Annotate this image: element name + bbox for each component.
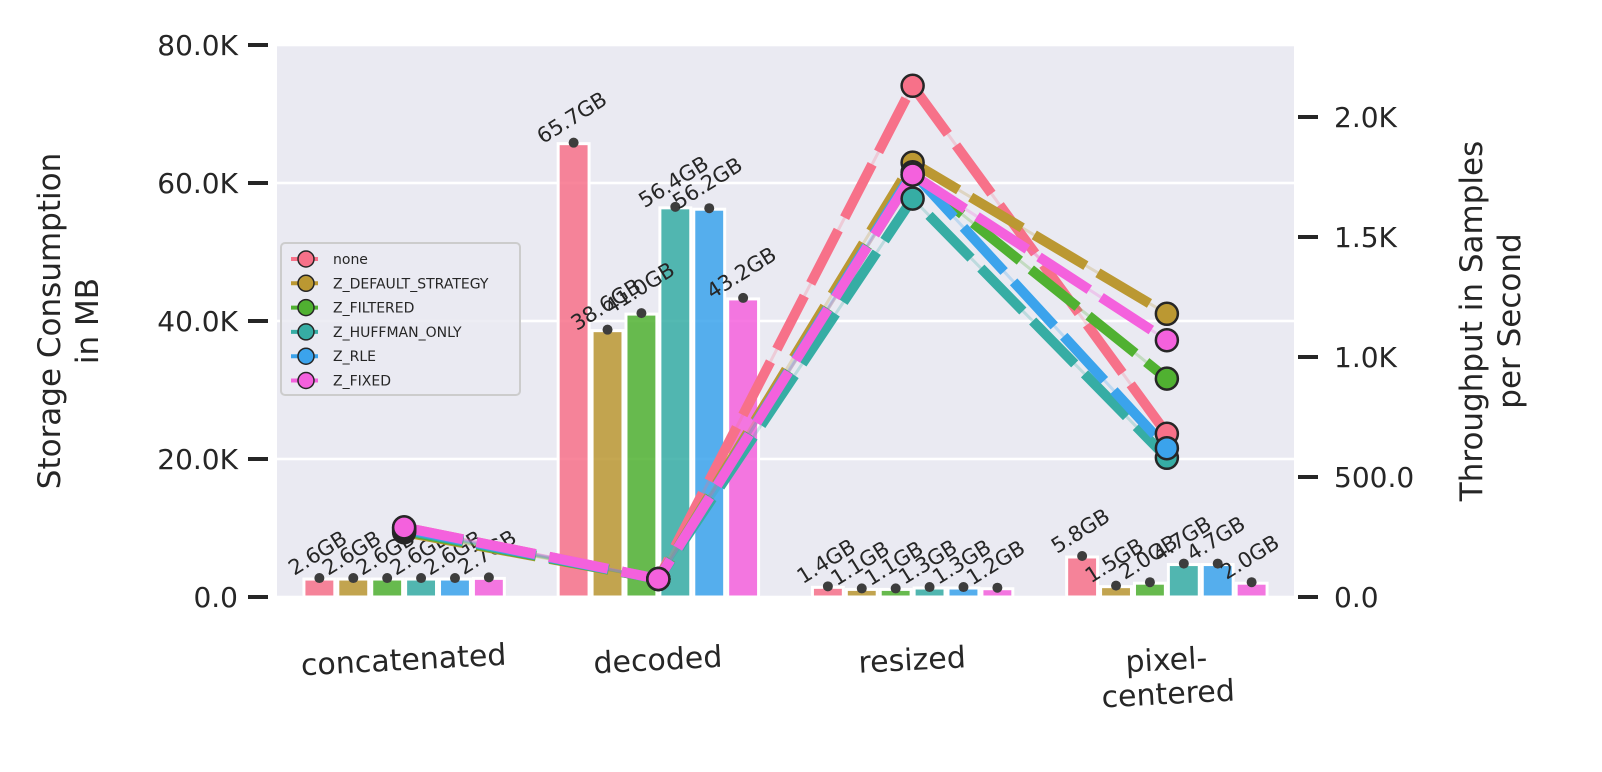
y-axis-label-line-0: Storage Consumption: [32, 153, 68, 489]
bar-errdot-1-2: [856, 583, 867, 594]
bar-errdot-3-3: [1178, 558, 1189, 569]
bar-errdot-4-1: [704, 203, 715, 214]
throughput-point-2-3: [1154, 366, 1180, 391]
bar-0-1: [556, 142, 591, 599]
bar-errdot-2-0: [382, 573, 393, 584]
legend-marker-0: [297, 250, 315, 268]
y2-tick-label-1: 500.0: [1334, 461, 1414, 494]
legend-marker-3: [297, 323, 315, 341]
x-tick-label-0-line-0: concatenated: [300, 638, 507, 684]
y2-axis-label-line-0: Throughput in Samples: [1454, 141, 1490, 502]
bar-errdot-5-3: [1246, 577, 1257, 588]
bar-errdot-0-0: [314, 573, 325, 584]
y-tick-label-0: 0.0: [193, 581, 238, 614]
bar-errdot-5-2: [992, 582, 1003, 593]
legend-marker-4: [297, 347, 315, 365]
throughput-point-5-1: [646, 566, 671, 592]
bar-errdot-4-2: [958, 582, 969, 593]
y-axis-label-line-1: in MB: [70, 278, 106, 364]
legend-label-1: Z_DEFAULT_STRATEGY: [333, 276, 489, 292]
y-tick-label-1: 20.0K: [157, 443, 238, 476]
throughput-point-3-2: [900, 186, 925, 211]
legend-label-4: Z_RLE: [333, 349, 376, 365]
x-tick-label-3-line-0: pixel-: [1125, 641, 1209, 680]
throughput-line-5: [403, 167, 1170, 585]
bar-1-1: [590, 329, 625, 599]
y2-tick-label-3: 1.5K: [1334, 221, 1398, 254]
bar-errdot-5-0: [483, 572, 494, 583]
y2-tick-label-4: 2.0K: [1334, 101, 1398, 134]
legend-label-3: Z_HUFFMAN_ONLY: [333, 325, 462, 341]
bar-3-3: [1166, 563, 1201, 599]
legend-label-0: none: [333, 252, 368, 268]
legend-marker-1: [297, 274, 315, 293]
bar-errdot-1-0: [348, 573, 359, 584]
bar-errdot-2-1: [636, 308, 647, 319]
bar-errdot-0-3: [1077, 550, 1088, 561]
bar-errdot-1-1: [602, 324, 613, 335]
y2-axis-label-line-1: per Second: [1492, 233, 1528, 408]
bar-errdot-5-1: [738, 292, 749, 303]
y2-tick-label-0: 0.0: [1334, 581, 1379, 614]
throughput-point-4-3: [1154, 435, 1180, 461]
legend-box: [280, 242, 521, 396]
throughput-point-5-2: [900, 162, 925, 187]
legend-marker-5: [297, 371, 315, 390]
x-tick-label-3-line-1: centered: [1101, 674, 1236, 716]
bar-errdot-2-2: [890, 583, 901, 594]
legend-marker-2: [297, 298, 315, 317]
bar-errdot-2-3: [1144, 577, 1155, 588]
bar-4-1: [692, 207, 727, 599]
x-tick-label-1: decoded: [593, 640, 724, 682]
x-tick-label-2-line-0: resized: [858, 640, 967, 681]
throughput-point-5-3: [1154, 327, 1180, 353]
bar-errdot-3-0: [416, 573, 427, 584]
bar-errdot-0-2: [822, 581, 833, 592]
y-tick-label-4: 80.0K: [157, 29, 238, 62]
bar-errdot-0-1: [568, 137, 579, 148]
bar-errdot-4-3: [1212, 558, 1223, 569]
x-tick-label-0: concatenated: [300, 638, 507, 684]
legend-label-5: Z_FIXED: [333, 374, 391, 390]
throughput-point-0-2: [900, 73, 925, 99]
y2-axis-label: Throughput in Samplesper Second: [1454, 141, 1528, 502]
bar-errdot-4-0: [449, 573, 460, 584]
y2-tick-label-2: 1.0K: [1334, 341, 1398, 374]
x-tick-label-3: pixel-centered: [1099, 640, 1236, 716]
legend-label-2: Z_FILTERED: [333, 301, 414, 317]
y-tick-label-3: 60.0K: [157, 167, 238, 200]
throughput-point-1-3: [1154, 301, 1180, 327]
bar-errdot-3-2: [924, 582, 935, 593]
throughput-point-5-0: [391, 515, 417, 540]
x-tick-label-2: resized: [858, 640, 967, 681]
bar-errdot-1-3: [1111, 580, 1122, 591]
y-tick-label-2: 40.0K: [157, 305, 238, 338]
bar-2-1: [624, 312, 659, 599]
y-axis-label: Storage Consumptionin MB: [32, 153, 106, 489]
x-tick-label-1-line-0: decoded: [593, 640, 724, 682]
bar-errdot-3-1: [670, 201, 681, 212]
